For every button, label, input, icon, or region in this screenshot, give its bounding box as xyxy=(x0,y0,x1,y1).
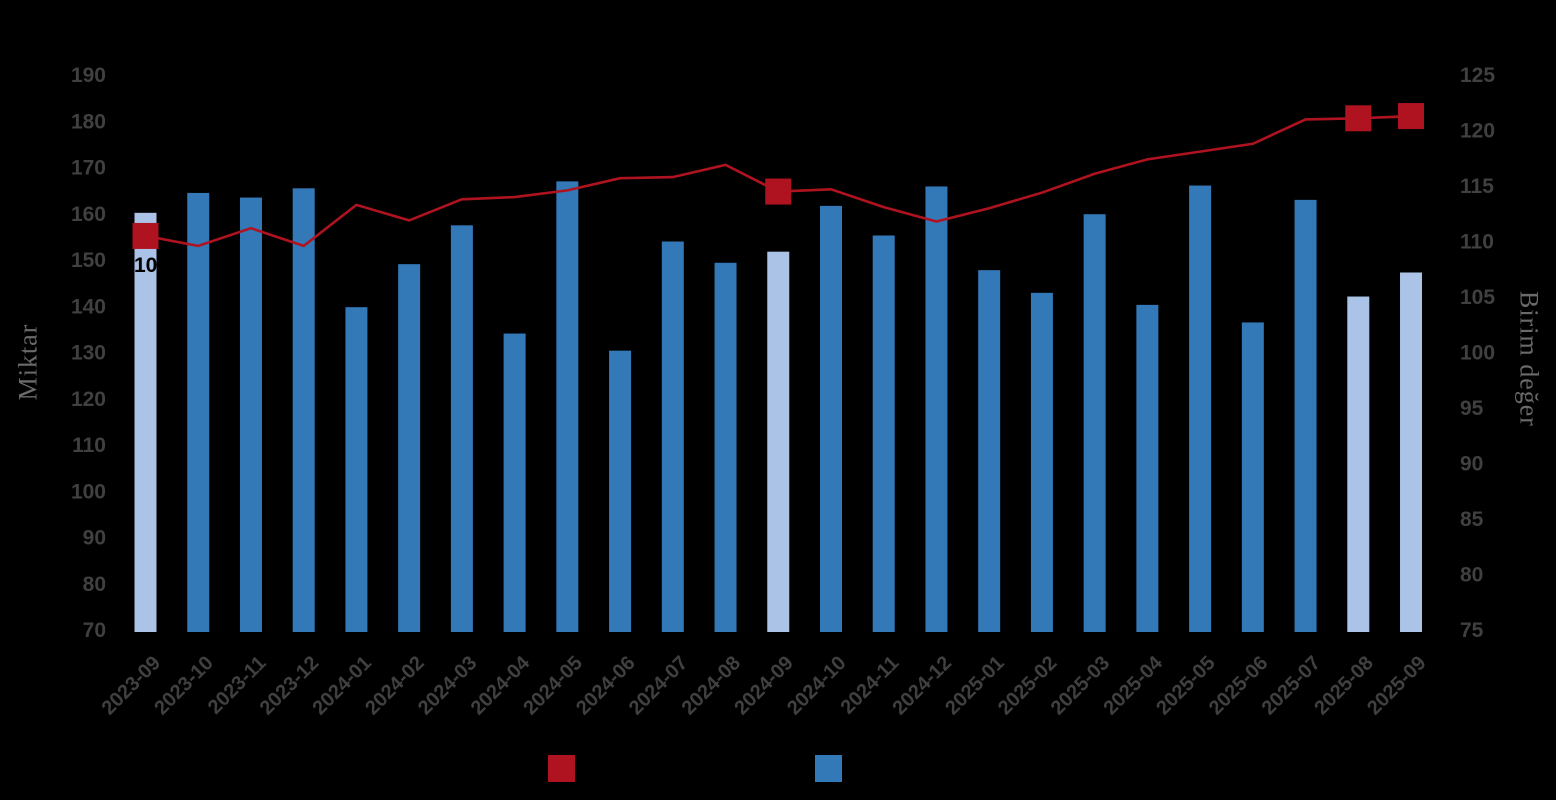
right-axis-tick-label: 75 xyxy=(1460,619,1484,642)
bar xyxy=(925,186,948,632)
x-axis-tick-label: 2024-10 xyxy=(783,652,850,719)
bar-highlighted xyxy=(767,251,790,633)
left-axis-tick-label: 150 xyxy=(71,249,106,272)
bar-highlighted xyxy=(134,212,157,632)
left-axis-tick-label: 120 xyxy=(71,388,106,411)
bar xyxy=(345,307,368,632)
left-axis-tick-label: 70 xyxy=(83,619,106,642)
bar xyxy=(292,188,315,632)
bar xyxy=(1189,185,1212,632)
bar xyxy=(661,241,684,632)
left-axis-tick-label: 110 xyxy=(72,434,106,457)
bar xyxy=(556,181,579,632)
bar xyxy=(978,270,1001,632)
legend-item-bar xyxy=(815,755,852,782)
legend-item-line xyxy=(548,755,585,782)
right-axis-tick-label: 105 xyxy=(1460,286,1495,309)
bar xyxy=(1241,322,1264,632)
right-axis-tick-label: 80 xyxy=(1460,564,1483,587)
bar xyxy=(398,264,421,632)
left-axis-tick-label: 180 xyxy=(71,110,106,133)
left-axis-tick-label: 160 xyxy=(71,203,106,226)
left-axis-tick-label: 190 xyxy=(71,64,106,87)
right-axis-tick-label: 120 xyxy=(1460,120,1495,143)
legend xyxy=(0,752,1556,786)
bar xyxy=(1294,199,1317,632)
left-axis-tick-label: 100 xyxy=(71,480,106,503)
right-axis-tick-label: 110 xyxy=(1460,231,1494,254)
line-marker xyxy=(1345,105,1372,132)
bar xyxy=(872,235,895,633)
bar xyxy=(714,262,737,632)
left-axis-tick-label: 130 xyxy=(71,342,106,365)
data-label: 10, xyxy=(134,254,163,277)
bar xyxy=(239,197,262,632)
bar xyxy=(1030,292,1053,632)
left-axis-tick-label: 170 xyxy=(71,157,106,180)
right-axis-tick-label: 100 xyxy=(1460,342,1495,365)
bar xyxy=(503,333,526,632)
right-axis-tick-label: 90 xyxy=(1460,453,1483,476)
bar-highlighted xyxy=(1347,296,1370,632)
bar xyxy=(1083,214,1106,632)
x-axis-tick-label: 2025-09 xyxy=(1363,652,1430,719)
right-axis-tick-label: 115 xyxy=(1460,175,1494,198)
left-axis-tick-label: 90 xyxy=(83,527,106,550)
right-axis-tick-label: 95 xyxy=(1460,397,1484,420)
line-marker xyxy=(1398,103,1425,130)
right-axis-tick-label: 125 xyxy=(1460,64,1495,87)
bar xyxy=(187,192,210,632)
legend-line-swatch xyxy=(548,755,575,782)
bar xyxy=(450,225,473,632)
left-axis-tick-label: 140 xyxy=(71,295,106,318)
right-axis-tick-label: 85 xyxy=(1460,508,1484,531)
bar xyxy=(819,205,842,632)
bar xyxy=(1136,304,1159,632)
bar-highlighted xyxy=(1400,272,1423,632)
left-axis-tick-label: 80 xyxy=(83,573,106,596)
legend-bar-swatch xyxy=(815,755,842,782)
right-axis-title: Birim değer xyxy=(1514,291,1544,427)
left-axis-title: Miktar xyxy=(13,323,43,401)
line-marker xyxy=(132,222,159,249)
line-marker xyxy=(765,178,792,205)
bar xyxy=(609,350,632,632)
x-axis-tick-label: 2023-10 xyxy=(150,652,217,719)
